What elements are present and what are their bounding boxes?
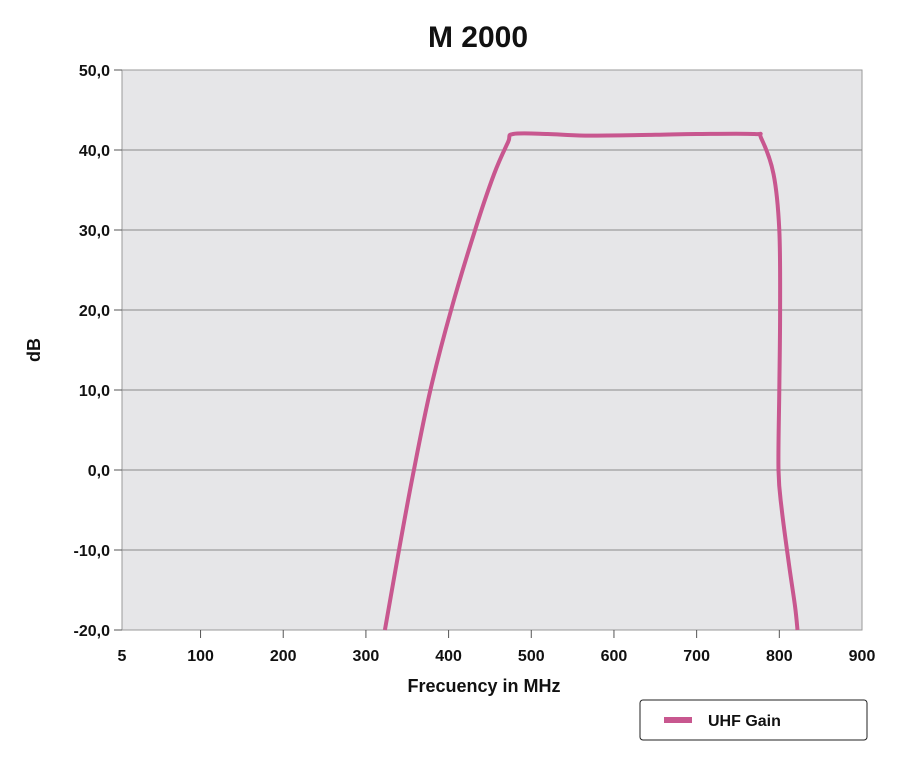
x-tick-label: 500 — [518, 648, 545, 665]
plot-area — [121, 69, 863, 631]
y-axis-ticks: -20,0 -10,0 0,0 10,0 20,0 30,0 40,0 50,0 — [74, 63, 122, 640]
x-tick-label: 800 — [766, 648, 793, 665]
gridlines — [122, 149, 862, 551]
y-tick-label: 30,0 — [79, 223, 110, 240]
legend-label: UHF Gain — [708, 713, 781, 730]
y-tick-label: -10,0 — [74, 543, 111, 560]
x-tick-label: 100 — [187, 648, 214, 665]
y-tick-label: 10,0 — [79, 383, 110, 400]
chart-title: M 2000 — [428, 21, 528, 54]
x-tick-label: 400 — [435, 648, 462, 665]
x-tick-label: 900 — [849, 648, 876, 665]
x-tick-label: 700 — [683, 648, 710, 665]
series-layer — [382, 131, 800, 631]
y-tick-label: 50,0 — [79, 63, 110, 80]
y-tick-label: -20,0 — [74, 623, 111, 640]
legend: UHF Gain — [639, 699, 868, 741]
x-tick-label: 600 — [601, 648, 628, 665]
y-axis-label: dB — [24, 338, 44, 362]
y-tick-label: 20,0 — [79, 303, 110, 320]
x-tick-label: 300 — [353, 648, 380, 665]
y-tick-label: 40,0 — [79, 143, 110, 160]
x-tick-label: 5 — [118, 648, 127, 665]
legend-box — [639, 699, 868, 741]
x-axis-ticks: 5 100 200 300 400 500 600 700 800 900 — [118, 630, 876, 665]
y-tick-label: 0,0 — [88, 463, 110, 480]
series-line-uhf-gain — [382, 131, 800, 631]
x-axis-label: Frecuency in MHz — [407, 676, 560, 696]
x-tick-label: 200 — [270, 648, 297, 665]
